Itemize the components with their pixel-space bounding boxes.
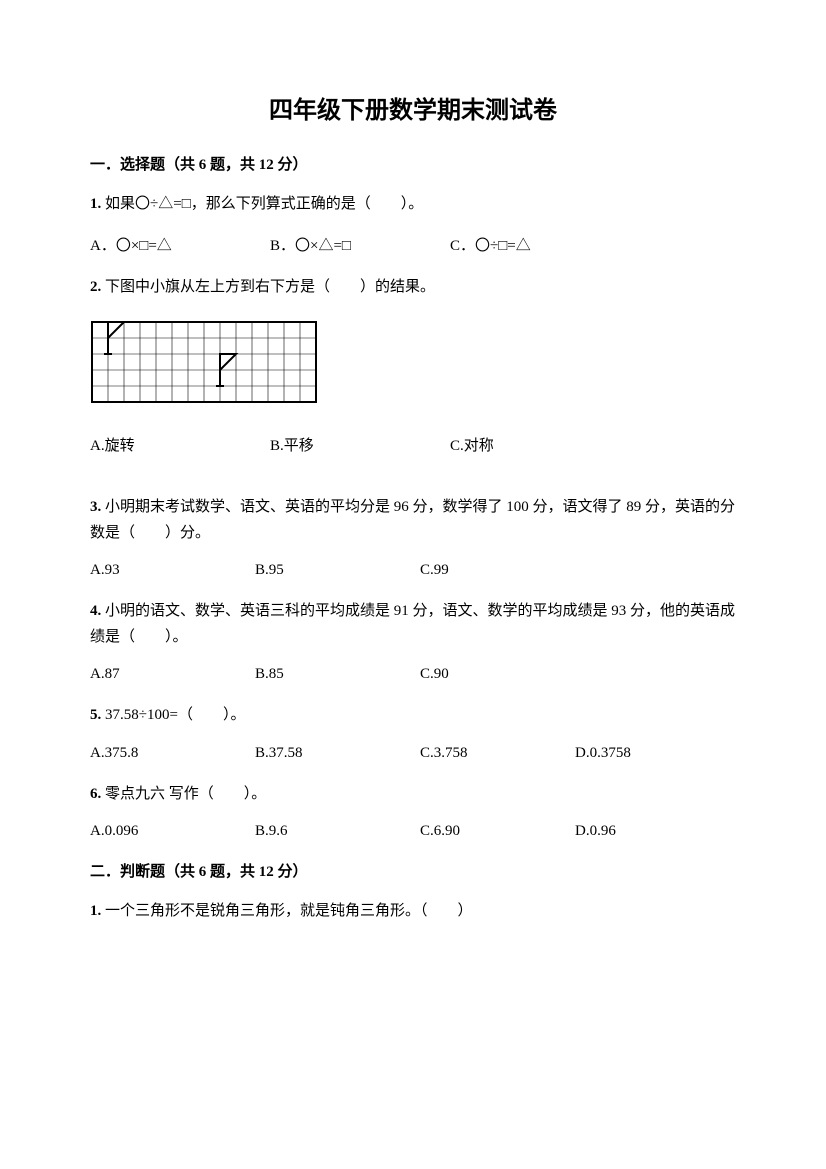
s2-question-1: 1. 一个三角形不是锐角三角形，就是钝角三角形。（ ）	[90, 899, 736, 925]
question-1: 1. 如果〇÷△=□，那么下列算式正确的是（ ）。	[90, 192, 736, 218]
q4-opt-a: A.87	[90, 666, 255, 683]
grid-flags-diagram	[90, 320, 318, 404]
q3-opt-b: B.95	[255, 562, 420, 579]
question-6: 6. 零点九六 写作（ ）。	[90, 782, 736, 808]
q3-num: 3.	[90, 499, 101, 515]
q5-text: 37.58÷100=（ ）。	[105, 707, 245, 723]
q6-text: 零点九六 写作（ ）。	[105, 786, 266, 802]
q1-options: A．〇×□=△ B．〇×△=□ C．〇÷□=△	[90, 234, 736, 255]
q4-options: A.87 B.85 C.90	[90, 666, 736, 683]
q3-opt-a: A.93	[90, 562, 255, 579]
q5-opt-a: A.375.8	[90, 745, 255, 762]
q6-opt-c: C.6.90	[420, 823, 575, 840]
q2-opt-c: C.对称	[450, 434, 620, 455]
q2-opt-b: B.平移	[270, 434, 450, 455]
section-2-header: 二．判断题（共 6 题，共 12 分）	[90, 860, 736, 881]
question-5: 5. 37.58÷100=（ ）。	[90, 703, 736, 729]
q6-num: 6.	[90, 786, 101, 802]
q2-num: 2.	[90, 279, 101, 295]
q6-options: A.0.096 B.9.6 C.6.90 D.0.96	[90, 823, 736, 840]
q4-text: 小明的语文、数学、英语三科的平均成绩是 91 分，语文、数学的平均成绩是 93 …	[90, 603, 735, 645]
q1-opt-c: C．〇÷□=△	[450, 234, 620, 255]
question-4: 4. 小明的语文、数学、英语三科的平均成绩是 91 分，语文、数学的平均成绩是 …	[90, 599, 736, 650]
q2-text: 下图中小旗从左上方到右下方是（ ）的结果。	[105, 279, 435, 295]
q2-opt-a: A.旋转	[90, 434, 270, 455]
q6-opt-b: B.9.6	[255, 823, 420, 840]
q2-figure	[90, 320, 736, 404]
q4-num: 4.	[90, 603, 101, 619]
q3-options: A.93 B.95 C.99	[90, 562, 736, 579]
q3-opt-c: C.99	[420, 562, 575, 579]
q4-opt-c: C.90	[420, 666, 575, 683]
question-3: 3. 小明期末考试数学、语文、英语的平均分是 96 分，数学得了 100 分，语…	[90, 495, 736, 546]
q1-opt-a: A．〇×□=△	[90, 234, 270, 255]
q6-opt-a: A.0.096	[90, 823, 255, 840]
q2-options: A.旋转 B.平移 C.对称	[90, 434, 736, 455]
question-2: 2. 下图中小旗从左上方到右下方是（ ）的结果。	[90, 275, 736, 301]
q5-num: 5.	[90, 707, 101, 723]
q1-opt-b: B．〇×△=□	[270, 234, 450, 255]
q1-text: 如果〇÷△=□，那么下列算式正确的是（ ）。	[105, 196, 423, 212]
q1-num: 1.	[90, 196, 101, 212]
section-1-header: 一．选择题（共 6 题，共 12 分）	[90, 153, 736, 174]
q5-options: A.375.8 B.37.58 C.3.758 D.0.3758	[90, 745, 736, 762]
q4-opt-b: B.85	[255, 666, 420, 683]
q3-text: 小明期末考试数学、语文、英语的平均分是 96 分，数学得了 100 分，语文得了…	[90, 499, 735, 541]
q6-opt-d: D.0.96	[575, 823, 715, 840]
q5-opt-c: C.3.758	[420, 745, 575, 762]
s2-q1-text: 一个三角形不是锐角三角形，就是钝角三角形。（ ）	[105, 903, 473, 919]
q5-opt-d: D.0.3758	[575, 745, 715, 762]
s2-q1-num: 1.	[90, 903, 101, 919]
q5-opt-b: B.37.58	[255, 745, 420, 762]
page-title: 四年级下册数学期末测试卷	[90, 90, 736, 125]
